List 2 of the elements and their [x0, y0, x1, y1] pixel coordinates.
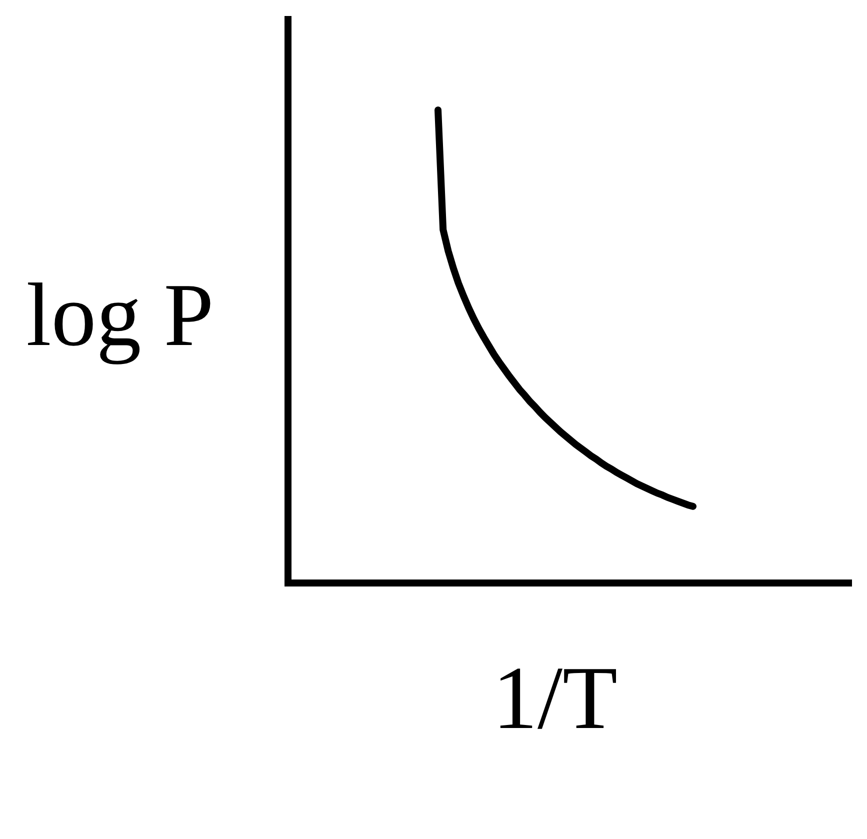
x-axis-title: 1/T	[492, 649, 618, 748]
y-axis-title: log P	[26, 266, 214, 365]
